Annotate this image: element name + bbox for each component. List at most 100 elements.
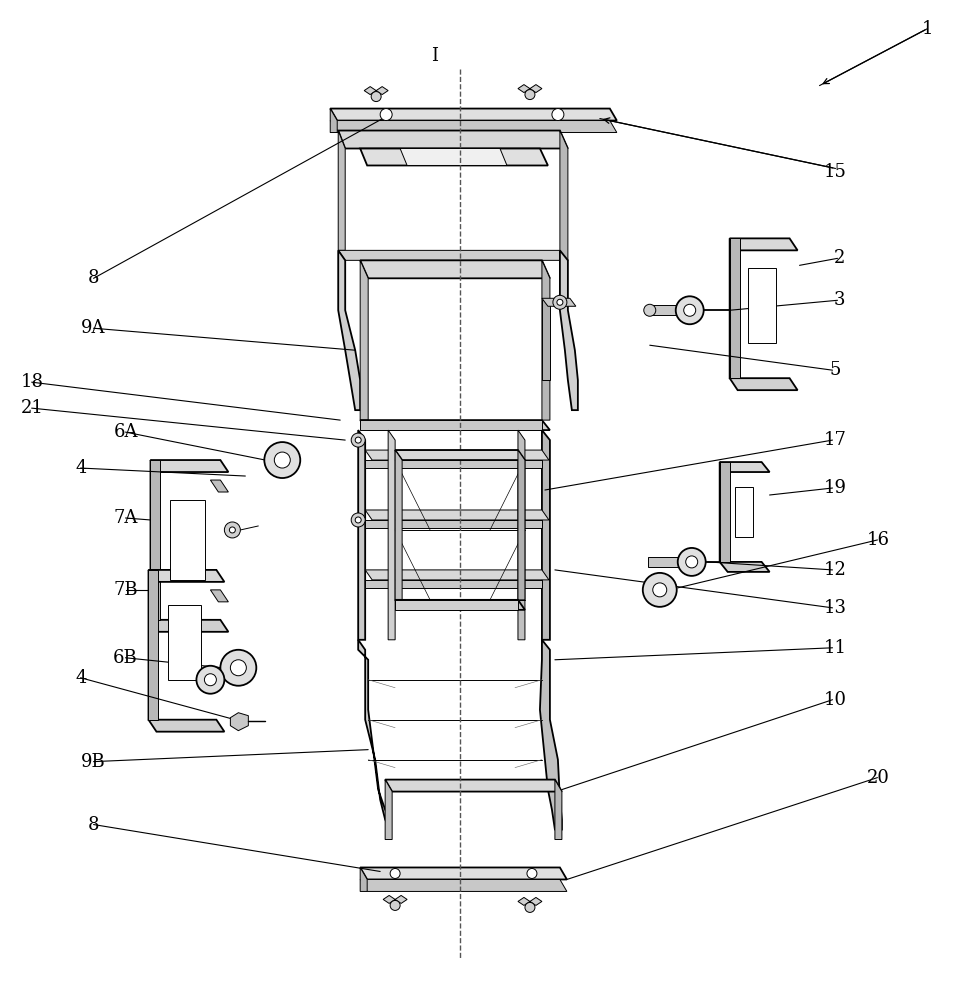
Circle shape xyxy=(371,92,381,102)
Circle shape xyxy=(351,433,365,447)
Polygon shape xyxy=(338,131,568,149)
Polygon shape xyxy=(150,460,229,472)
Polygon shape xyxy=(359,430,365,640)
Polygon shape xyxy=(364,87,376,95)
Polygon shape xyxy=(401,149,507,165)
Polygon shape xyxy=(150,460,160,620)
Text: 20: 20 xyxy=(868,769,890,787)
Polygon shape xyxy=(385,780,392,840)
Polygon shape xyxy=(720,562,770,572)
Polygon shape xyxy=(730,238,740,378)
Polygon shape xyxy=(388,430,395,640)
Polygon shape xyxy=(540,640,562,830)
Polygon shape xyxy=(170,500,205,580)
Text: 1: 1 xyxy=(921,20,933,38)
Polygon shape xyxy=(542,260,550,420)
Polygon shape xyxy=(383,895,395,903)
Text: 2: 2 xyxy=(834,249,845,267)
Text: 12: 12 xyxy=(824,561,846,579)
Text: 10: 10 xyxy=(824,691,846,709)
Polygon shape xyxy=(338,250,568,260)
Polygon shape xyxy=(555,780,562,840)
Text: 9A: 9A xyxy=(81,319,106,337)
Polygon shape xyxy=(361,149,548,165)
Polygon shape xyxy=(395,450,525,460)
Polygon shape xyxy=(395,895,407,903)
Circle shape xyxy=(380,109,392,121)
Polygon shape xyxy=(518,897,530,905)
Circle shape xyxy=(351,513,365,527)
Polygon shape xyxy=(149,570,225,582)
Polygon shape xyxy=(361,260,368,420)
Text: 4: 4 xyxy=(75,669,86,687)
Text: 21: 21 xyxy=(21,399,43,417)
Polygon shape xyxy=(365,570,549,580)
Polygon shape xyxy=(150,620,229,632)
Circle shape xyxy=(643,573,677,607)
Polygon shape xyxy=(149,570,156,720)
Circle shape xyxy=(230,527,235,533)
Polygon shape xyxy=(168,605,201,680)
Text: 9B: 9B xyxy=(81,753,106,771)
Circle shape xyxy=(676,296,703,324)
Circle shape xyxy=(390,900,401,910)
Polygon shape xyxy=(361,867,367,891)
Polygon shape xyxy=(542,430,550,640)
Text: 17: 17 xyxy=(824,431,846,449)
Circle shape xyxy=(265,442,300,478)
Polygon shape xyxy=(330,121,616,133)
Polygon shape xyxy=(385,780,562,792)
Polygon shape xyxy=(330,109,337,133)
Polygon shape xyxy=(361,420,542,430)
Circle shape xyxy=(644,304,656,316)
Polygon shape xyxy=(395,600,525,610)
Polygon shape xyxy=(720,462,728,562)
Polygon shape xyxy=(365,460,542,468)
Circle shape xyxy=(686,556,698,568)
Text: 5: 5 xyxy=(829,361,840,379)
Polygon shape xyxy=(365,450,549,460)
Polygon shape xyxy=(361,879,567,891)
Text: 6B: 6B xyxy=(113,649,138,667)
Circle shape xyxy=(525,902,535,912)
Text: I: I xyxy=(431,47,439,65)
Polygon shape xyxy=(648,557,690,567)
Polygon shape xyxy=(395,450,403,600)
Polygon shape xyxy=(376,87,388,95)
Polygon shape xyxy=(730,238,738,378)
Polygon shape xyxy=(330,109,616,121)
Text: 16: 16 xyxy=(868,531,890,549)
Text: 8: 8 xyxy=(88,816,99,834)
Polygon shape xyxy=(560,131,568,260)
Polygon shape xyxy=(365,510,549,520)
Polygon shape xyxy=(361,420,550,430)
Polygon shape xyxy=(395,600,518,610)
Circle shape xyxy=(525,90,535,100)
Circle shape xyxy=(552,109,564,121)
Polygon shape xyxy=(210,590,229,602)
Circle shape xyxy=(356,437,361,443)
Polygon shape xyxy=(542,300,550,380)
Text: 4: 4 xyxy=(75,459,86,477)
Polygon shape xyxy=(210,480,229,492)
Polygon shape xyxy=(650,305,688,315)
Polygon shape xyxy=(365,580,542,588)
Polygon shape xyxy=(149,570,158,720)
Circle shape xyxy=(557,299,563,305)
Polygon shape xyxy=(747,268,776,343)
Polygon shape xyxy=(518,450,525,600)
Text: 6A: 6A xyxy=(113,423,138,441)
Text: 7A: 7A xyxy=(113,509,138,527)
Circle shape xyxy=(225,522,240,538)
Text: 8: 8 xyxy=(88,269,99,287)
Polygon shape xyxy=(730,238,797,250)
Circle shape xyxy=(221,650,256,686)
Polygon shape xyxy=(730,378,797,390)
Polygon shape xyxy=(735,487,752,537)
Text: 13: 13 xyxy=(824,599,846,617)
Polygon shape xyxy=(518,430,525,640)
Circle shape xyxy=(356,517,361,523)
Polygon shape xyxy=(720,462,730,562)
Polygon shape xyxy=(149,720,225,732)
Circle shape xyxy=(684,304,696,316)
